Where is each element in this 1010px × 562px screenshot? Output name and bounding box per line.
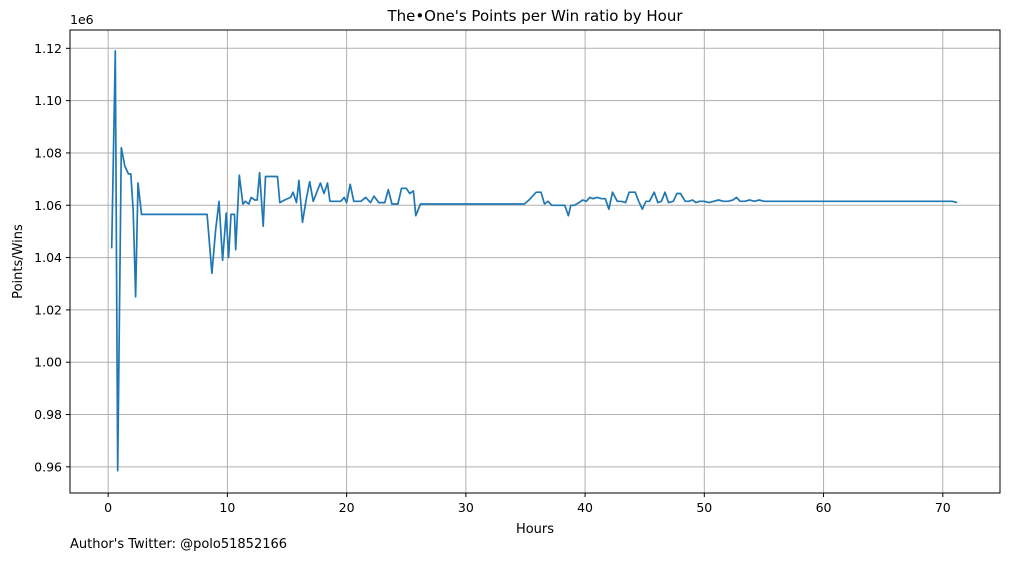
y-axis-title: Points/Wins: [11, 224, 26, 299]
x-tick-label: 10: [219, 500, 235, 515]
y-axis: 0.96 0.98 1.00 1.02 1.04 1.06 1.08 1.10 1.12: [34, 41, 70, 474]
grid: [70, 30, 1000, 493]
y-tick-label: 0.98: [34, 407, 62, 422]
x-tick-label: 60: [816, 500, 832, 515]
x-tick-label: 40: [577, 500, 593, 515]
x-axis: 0 10 20 30 40 50 60 70: [104, 493, 951, 515]
x-axis-title: Hours: [516, 522, 554, 537]
series-line: [110, 50, 958, 472]
author-twitter-note: Author's Twitter: @polo51852166: [70, 537, 288, 552]
x-tick-label: 50: [696, 500, 712, 515]
y-tick-label: 0.96: [34, 459, 62, 474]
y-tick-label: 1.10: [34, 93, 62, 108]
y-tick-label: 1.04: [34, 250, 62, 265]
y-tick-label: 1.02: [34, 302, 62, 317]
series-layer: [110, 50, 958, 472]
y-tick-label: 1.08: [34, 145, 62, 160]
x-tick-label: 30: [458, 500, 474, 515]
y-tick-label: 1.06: [34, 198, 62, 213]
chart-title: The•One's Points per Win ratio by Hour: [386, 7, 683, 25]
x-tick-label: 0: [104, 500, 112, 515]
y-axis-offset-text: 1e6: [70, 12, 94, 27]
plot-frame: [69, 29, 1001, 494]
y-tick-label: 1.12: [34, 41, 62, 56]
y-tick-label: 1.00: [34, 355, 62, 370]
x-tick-label: 70: [935, 500, 951, 515]
x-tick-label: 20: [339, 500, 355, 515]
